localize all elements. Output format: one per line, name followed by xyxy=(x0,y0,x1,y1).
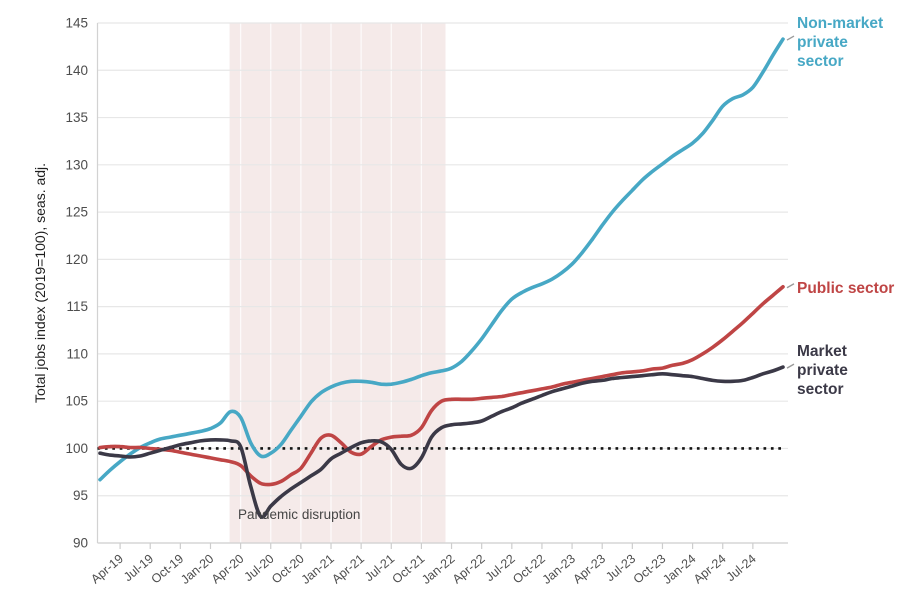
label-connector-tick xyxy=(786,283,795,289)
x-tick-label: Oct-21 xyxy=(390,552,428,587)
series-label-public-sector: Public sector xyxy=(797,280,895,297)
series-line-market-private-sector xyxy=(98,365,785,519)
y-tick-label: 90 xyxy=(73,536,88,551)
y-tick-label: 135 xyxy=(65,110,88,125)
y-tick-label: 130 xyxy=(65,157,88,172)
label-connector-tick xyxy=(786,35,795,41)
x-tick-label: Apr-20 xyxy=(209,552,247,587)
label-connector-tick xyxy=(786,363,795,369)
y-tick-label: 140 xyxy=(65,63,88,78)
y-tick-label: 115 xyxy=(66,299,88,314)
x-tick-label: Oct-23 xyxy=(631,552,669,587)
x-tick-label: Jan-20 xyxy=(178,552,216,587)
x-tick-label: Jan-24 xyxy=(660,552,698,587)
x-tick-label: Apr-21 xyxy=(329,552,367,587)
y-tick-label: 125 xyxy=(65,205,88,220)
x-tick-label: Jan-21 xyxy=(299,552,337,587)
annotation-line: Pandemic xyxy=(238,507,299,522)
x-tick-label: Jan-23 xyxy=(540,552,578,587)
x-tick-label: Oct-19 xyxy=(149,552,187,587)
x-tick-label: Jan-22 xyxy=(419,552,457,587)
pandemic-disruption-annotation: Pandemic disruption xyxy=(238,504,360,525)
y-tick-label: 145 xyxy=(65,16,88,31)
x-tick-label: Apr-19 xyxy=(88,552,126,587)
series-line-public-sector xyxy=(98,285,785,487)
series-line-non-market-private-sector xyxy=(98,37,785,482)
y-tick-label: 105 xyxy=(65,394,88,409)
x-tick-label: Oct-20 xyxy=(269,552,307,587)
y-tick-label: 110 xyxy=(66,346,88,361)
x-tick-label: Apr-23 xyxy=(570,552,608,587)
annotation-line: disruption xyxy=(301,507,361,522)
y-tick-label: 100 xyxy=(65,441,88,456)
x-tick-label: Apr-22 xyxy=(450,552,488,587)
series-label-market-private-sector: Market private sector xyxy=(797,343,848,398)
x-tick-label: Oct-22 xyxy=(510,552,548,587)
y-tick-label: 120 xyxy=(65,252,88,267)
x-tick-label: Apr-24 xyxy=(691,552,729,587)
y-tick-label: 95 xyxy=(73,488,88,503)
y-axis-title: Total jobs index (2019=100), seas. adj. xyxy=(32,162,48,404)
x-tick-label: Jul-24 xyxy=(724,552,759,585)
series-label-non-market-private-sector: Non-market private sector xyxy=(797,15,884,70)
pandemic-disruption-band xyxy=(229,23,446,543)
